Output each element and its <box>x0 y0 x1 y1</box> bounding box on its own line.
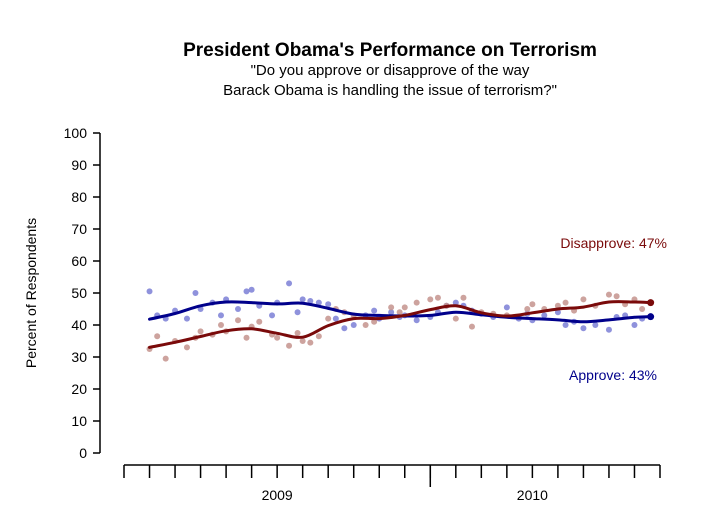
approve-data-point <box>192 290 199 296</box>
disapprove-data-point <box>371 318 378 325</box>
y-axis-label: Percent of Respondents <box>23 218 39 368</box>
disapprove-data-point <box>197 328 204 335</box>
approve-data-point <box>183 315 190 322</box>
x-year-label: 2010 <box>517 487 548 503</box>
approve-data-point <box>631 322 638 328</box>
disapprove-data-point <box>325 315 332 322</box>
approve-data-point <box>541 312 548 319</box>
trend-lines <box>148 299 655 349</box>
disapprove-data-point <box>413 299 420 306</box>
disapprove-data-point <box>162 355 169 362</box>
approve-data-point <box>332 315 339 322</box>
approve-data-point <box>146 288 153 295</box>
disapprove-data-point <box>256 318 263 325</box>
approve-data-point <box>217 312 224 319</box>
y-tick-label: 10 <box>71 413 87 429</box>
y-tick-label: 80 <box>71 189 87 205</box>
approve-data-point <box>503 304 510 311</box>
y-tick-label: 50 <box>71 285 87 301</box>
approve-data-point <box>350 322 357 328</box>
approve-data-point <box>562 322 569 328</box>
y-tick-label: 0 <box>79 445 87 461</box>
disapprove-data-point <box>468 323 475 330</box>
y-tick-label: 70 <box>71 221 87 237</box>
y-tick-label: 30 <box>71 349 87 365</box>
x-axis: 2009 2010 <box>123 464 661 503</box>
approve-data-point <box>580 325 587 332</box>
disapprove-data-point <box>554 302 561 309</box>
disapprove-data-point <box>452 315 459 322</box>
y-tick-label: 20 <box>71 381 87 397</box>
disapprove-data-point <box>217 322 224 328</box>
approve-data-point <box>286 280 293 287</box>
disapprove-data-point <box>427 296 434 303</box>
approve-data-point <box>388 309 395 316</box>
disapprove-data-point <box>294 330 301 336</box>
disapprove-data-point <box>183 344 190 351</box>
approve-data-point <box>243 288 250 295</box>
disapprove-end-label: Disapprove: 47% <box>560 235 667 251</box>
disapprove-data-point <box>434 294 441 301</box>
y-tick-label: 60 <box>71 253 87 269</box>
approve-data-point <box>554 309 561 316</box>
y-tick-label: 100 <box>64 125 88 141</box>
disapprove-data-point <box>401 304 408 311</box>
disapprove-data-point <box>286 342 293 349</box>
disapprove-data-point <box>388 304 395 311</box>
disapprove-data-point <box>299 338 306 344</box>
approve-end-marker <box>647 313 655 321</box>
y-tick-label: 90 <box>71 157 87 173</box>
disapprove-data-point <box>274 334 281 341</box>
y-tick-label: 40 <box>71 317 87 333</box>
approve-data-point <box>605 326 612 333</box>
chart-subtitle-line-1: "Do you approve or disapprove of the way <box>250 62 530 79</box>
approve-data-point <box>294 309 301 316</box>
x-year-label: 2009 <box>262 487 293 503</box>
disapprove-data-point <box>460 294 467 301</box>
approve-data-point <box>248 286 255 293</box>
approve-data-point <box>452 299 459 306</box>
disapprove-data-point <box>307 339 314 346</box>
disapprove-data-point <box>562 299 569 306</box>
disapprove-data-point <box>639 306 646 312</box>
disapprove-data-point <box>315 333 322 340</box>
chart-subtitle-line-2: Barack Obama is handling the issue of te… <box>223 82 557 99</box>
approve-data-point <box>325 301 332 308</box>
disapprove-data-point <box>243 334 250 341</box>
disapprove-data-point <box>529 301 536 308</box>
chart-title: President Obama's Performance on Terrori… <box>183 40 597 61</box>
series-end-labels: Disapprove: 47% Approve: 43% <box>560 235 667 383</box>
disapprove-trend-line <box>148 300 653 349</box>
approve-data-point <box>592 322 599 328</box>
disapprove-data-point <box>613 293 620 300</box>
approve-data-point <box>341 325 348 332</box>
y-axis: 0 10 20 30 40 50 60 70 80 90 100 <box>64 125 101 461</box>
disapprove-data-point <box>235 317 242 324</box>
approve-data-point <box>315 299 322 306</box>
approve-data-point <box>371 307 378 314</box>
approve-data-point <box>299 296 306 303</box>
disapprove-data-point <box>362 322 369 328</box>
approve-data-point <box>307 298 314 304</box>
approve-data-point <box>413 317 420 324</box>
disapprove-data-point <box>524 306 531 312</box>
approve-end-label: Approve: 43% <box>569 367 657 383</box>
disapprove-data-point <box>605 291 612 298</box>
disapprove-data-point <box>580 296 587 303</box>
disapprove-data-point <box>396 309 403 316</box>
approve-data-point <box>269 312 276 319</box>
approve-data-point <box>235 306 242 312</box>
disapprove-data-point <box>154 333 161 340</box>
disapprove-end-marker <box>647 299 655 307</box>
